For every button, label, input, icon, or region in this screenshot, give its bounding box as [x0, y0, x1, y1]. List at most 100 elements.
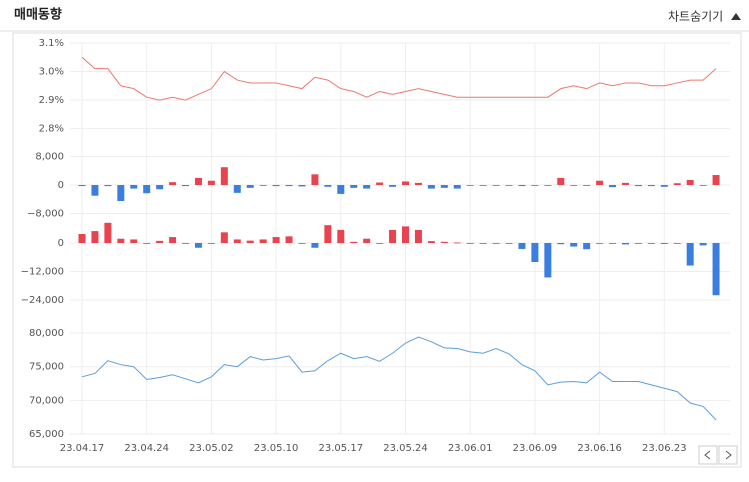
y-tick-label: 3.1% — [39, 38, 64, 49]
bar — [156, 185, 164, 190]
bar — [453, 185, 461, 189]
bar — [324, 185, 332, 187]
toggle[interactable]: 차트숨기기 — [668, 10, 723, 24]
bar — [169, 182, 177, 186]
bar — [311, 243, 319, 248]
x-tick-label: 23.04.24 — [124, 443, 169, 454]
bar — [78, 233, 86, 243]
bar — [505, 185, 513, 186]
bar — [699, 243, 707, 246]
bar — [660, 243, 668, 244]
bar — [194, 177, 202, 186]
bar — [712, 243, 720, 296]
y-tick-label: 80,000 — [29, 328, 64, 339]
bar — [91, 231, 99, 243]
bar — [285, 236, 293, 243]
bar — [130, 239, 138, 243]
bar — [440, 185, 448, 188]
next-icon[interactable] — [725, 450, 732, 460]
bar — [143, 185, 151, 194]
bar — [414, 182, 422, 186]
bar — [156, 240, 164, 243]
bar — [570, 243, 578, 247]
bar — [350, 241, 358, 243]
bar — [363, 238, 371, 243]
y-tick-label: 2.8% — [39, 124, 64, 135]
bar — [389, 185, 397, 187]
bar — [324, 225, 332, 243]
bar — [479, 185, 487, 186]
bar — [634, 185, 642, 187]
bar — [647, 185, 655, 187]
bar — [246, 185, 254, 188]
prev-icon[interactable] — [704, 450, 711, 460]
bar — [246, 240, 254, 243]
bar — [609, 243, 617, 244]
y-tick-label: 65,000 — [29, 429, 64, 440]
bar — [182, 243, 190, 244]
bar — [621, 243, 629, 245]
bar — [492, 185, 500, 186]
bar — [466, 243, 474, 244]
bar — [272, 237, 280, 243]
line — [81, 336, 717, 421]
y-tick-label: 0 — [58, 238, 64, 249]
bar — [91, 185, 99, 196]
bar — [298, 185, 306, 187]
bar — [311, 174, 319, 186]
y-tick-label: −8,000 — [27, 208, 64, 219]
bar — [233, 185, 241, 193]
bar — [414, 229, 422, 243]
bar — [427, 185, 435, 189]
bar — [337, 229, 345, 243]
bar — [647, 243, 655, 244]
y-tick-label: 2.9% — [39, 95, 64, 106]
bar — [182, 185, 190, 187]
bar — [686, 243, 694, 266]
bar — [285, 185, 293, 187]
bar — [143, 243, 151, 244]
bar — [660, 185, 668, 187]
bar — [104, 222, 112, 243]
bar — [544, 243, 552, 278]
bar — [479, 243, 487, 244]
bar — [207, 243, 215, 244]
bar — [117, 238, 125, 243]
x-tick-label: 23.06.23 — [642, 443, 687, 454]
bar — [505, 243, 513, 244]
bar — [259, 185, 267, 186]
bar — [673, 183, 681, 186]
bar — [518, 185, 526, 187]
line — [81, 56, 717, 101]
bar — [453, 242, 461, 244]
bar — [117, 185, 125, 202]
frame — [12, 32, 742, 468]
bar — [233, 239, 241, 243]
bar — [673, 243, 681, 244]
bar — [376, 243, 384, 244]
y-tick-label: −12,000 — [21, 267, 64, 278]
bar — [194, 243, 202, 248]
bar — [686, 180, 694, 186]
y-tick-label: −24,000 — [21, 295, 64, 306]
bar — [427, 241, 435, 243]
title: 매매동향 — [14, 7, 62, 23]
bar — [634, 243, 642, 244]
x-tick-label: 23.06.01 — [448, 443, 493, 454]
y-tick-label: 70,000 — [29, 395, 64, 406]
next-button[interactable] — [718, 445, 738, 465]
bar — [220, 167, 228, 186]
bar — [130, 185, 138, 189]
toggle-icon[interactable] — [731, 13, 741, 20]
bar — [583, 185, 591, 186]
bar — [169, 237, 177, 243]
y-tick-label: 3.0% — [39, 67, 64, 78]
bar — [712, 175, 720, 186]
bar — [78, 185, 86, 187]
prev-button[interactable] — [698, 445, 718, 465]
bar — [104, 185, 112, 187]
bar — [518, 243, 526, 249]
bar — [207, 180, 215, 186]
bar — [570, 185, 578, 186]
